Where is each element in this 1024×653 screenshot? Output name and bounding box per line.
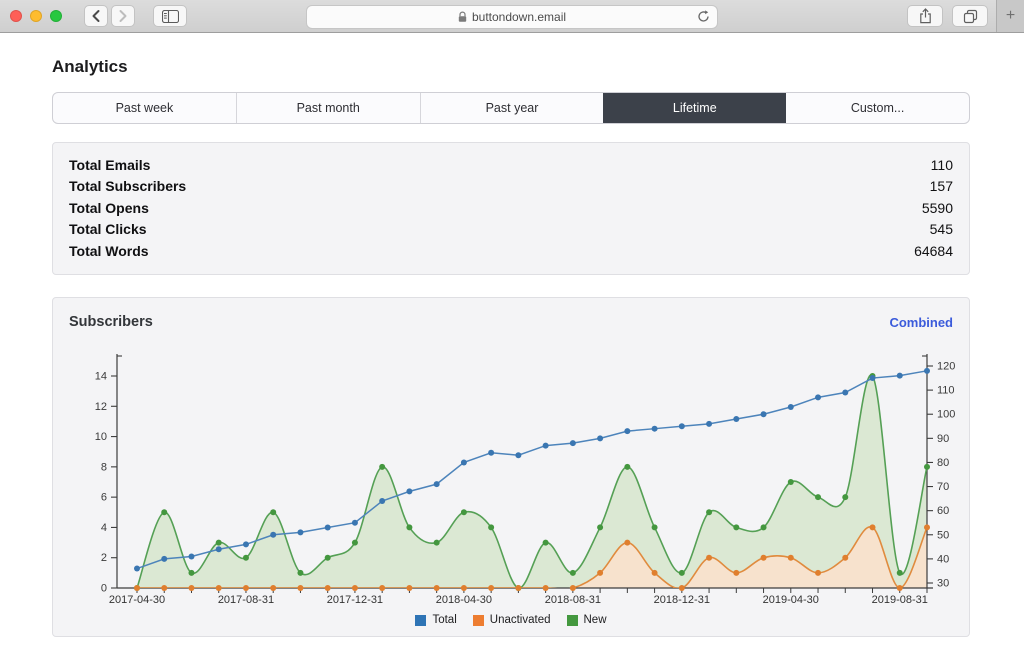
stat-label: Total Opens — [69, 199, 149, 216]
forward-button[interactable] — [111, 5, 135, 27]
svg-text:100: 100 — [937, 409, 955, 421]
stat-row: Total Opens 5590 — [69, 198, 953, 219]
svg-text:10: 10 — [95, 431, 107, 443]
browser-chrome: buttondown.email + — [0, 0, 1024, 33]
stat-row: Total Emails 110 — [69, 155, 953, 176]
stat-value: 64684 — [914, 242, 953, 259]
legend-swatch-icon — [566, 614, 578, 626]
tab-past-year[interactable]: Past year — [419, 93, 604, 123]
svg-text:14: 14 — [95, 371, 107, 383]
tab-overview-icon — [963, 9, 977, 23]
stat-row: Total Clicks 545 — [69, 219, 953, 240]
share-button[interactable] — [907, 5, 943, 27]
chart-legend: Total Unactivated New — [69, 614, 953, 626]
legend-label: Total — [432, 614, 457, 627]
stat-value: 5590 — [921, 199, 953, 216]
svg-text:2017-08-31: 2017-08-31 — [218, 594, 274, 606]
page-content: Analytics Past week Past month Past year Li… — [0, 33, 1024, 638]
svg-text:70: 70 — [937, 481, 949, 493]
svg-text:60: 60 — [937, 505, 949, 517]
svg-text:2017-04-30: 2017-04-30 — [109, 594, 165, 606]
svg-text:2019-04-30: 2019-04-30 — [763, 594, 819, 606]
legend-swatch-icon — [415, 614, 427, 626]
time-range-tabs: Past week Past month Past year Lifetime Cust… — [52, 92, 970, 124]
minimize-window-icon[interactable] — [30, 10, 42, 22]
legend-item-unactivated[interactable]: Unactivated — [472, 614, 551, 627]
share-icon — [919, 8, 931, 24]
stat-label: Total Emails — [69, 157, 151, 173]
svg-text:2017-12-31: 2017-12-31 — [327, 594, 383, 606]
stat-value: 157 — [929, 178, 953, 195]
combined-link[interactable]: Combined — [889, 314, 953, 330]
reload-icon — [698, 10, 709, 22]
stat-row: Total Words 64684 — [69, 241, 953, 262]
back-button[interactable] — [84, 5, 108, 27]
totals-panel: Total Emails 110 Total Subscribers 157 Total… — [52, 142, 970, 276]
svg-text:8: 8 — [101, 461, 107, 473]
window-controls — [0, 10, 62, 22]
sidebar-icon — [161, 9, 179, 23]
page-title: Analytics — [52, 57, 128, 76]
svg-text:90: 90 — [937, 433, 949, 445]
sidebar-toggle-button[interactable] — [153, 5, 187, 27]
svg-text:4: 4 — [101, 522, 107, 534]
legend-item-new[interactable]: New — [566, 614, 607, 627]
tab-overview-button[interactable] — [952, 5, 988, 27]
reload-button[interactable] — [697, 10, 710, 28]
svg-text:0: 0 — [101, 583, 107, 595]
new-tab-button[interactable]: + — [996, 0, 1024, 32]
stat-value: 110 — [930, 157, 953, 173]
svg-text:80: 80 — [937, 457, 949, 469]
svg-text:2: 2 — [101, 552, 107, 564]
legend-label: New — [583, 614, 607, 627]
url-text: buttondown.email — [471, 10, 567, 24]
subscribers-panel: Subscribers Combined 0 2 4 6 8 10 12 14 30 40 50 60… — [52, 297, 970, 638]
stat-row: Total Subscribers 157 — [69, 176, 953, 197]
chart-title: Subscribers — [69, 314, 153, 331]
svg-text:12: 12 — [95, 401, 107, 413]
legend-item-total[interactable]: Total — [415, 614, 457, 627]
back-chevron-icon — [92, 10, 100, 22]
legend-label: Unactivated — [489, 614, 551, 627]
svg-text:6: 6 — [101, 492, 107, 504]
svg-text:2018-12-31: 2018-12-31 — [654, 594, 710, 606]
svg-text:2019-08-31: 2019-08-31 — [872, 594, 928, 606]
zoom-window-icon[interactable] — [50, 10, 62, 22]
stat-label: Total Words — [69, 242, 149, 259]
stat-label: Total Clicks — [69, 221, 147, 238]
forward-chevron-icon — [119, 10, 127, 22]
tab-past-month[interactable]: Past month — [235, 93, 420, 123]
svg-text:40: 40 — [937, 553, 949, 565]
close-window-icon[interactable] — [10, 10, 22, 22]
lock-icon — [458, 11, 467, 22]
svg-text:30: 30 — [937, 578, 949, 590]
legend-swatch-icon — [472, 614, 484, 626]
subscribers-chart: 0 2 4 6 8 10 12 14 30 40 50 60 70 80 90 100 110 120 2017-0… — [95, 354, 955, 606]
tab-custom[interactable]: Custom... — [850, 101, 905, 115]
svg-text:2018-04-30: 2018-04-30 — [436, 594, 492, 606]
svg-text:120: 120 — [937, 361, 955, 373]
address-bar[interactable]: buttondown.email — [306, 5, 718, 29]
plus-icon: + — [1005, 7, 1016, 24]
tab-past-week[interactable]: Past week — [115, 101, 174, 115]
stat-value: 545 — [929, 221, 953, 238]
svg-text:2018-08-31: 2018-08-31 — [545, 594, 601, 606]
svg-text:50: 50 — [937, 529, 949, 541]
tab-lifetime[interactable]: Lifetime — [603, 93, 787, 123]
svg-text:110: 110 — [937, 385, 955, 397]
stat-label: Total Subscribers — [69, 178, 187, 195]
